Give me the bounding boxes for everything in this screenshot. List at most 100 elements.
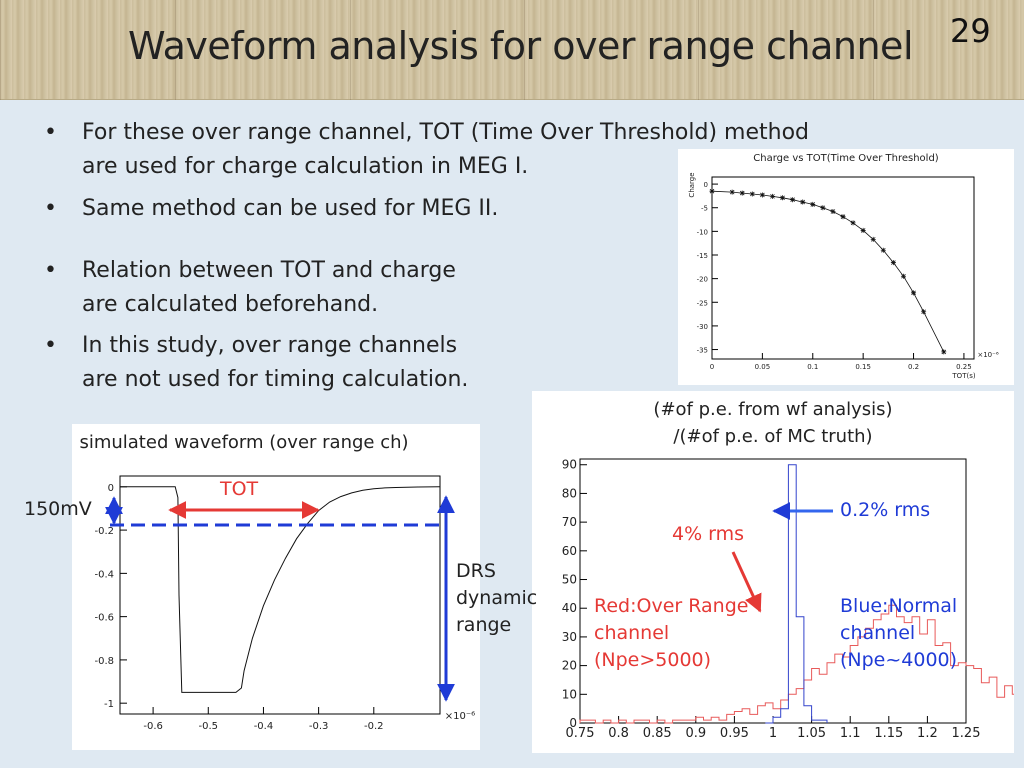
page-number: 29 (950, 12, 991, 50)
bullet-text: Relation between TOT and charge (82, 258, 456, 283)
drs-label-line1: DRS (456, 560, 496, 582)
data-point (840, 214, 846, 220)
x-tick-label: 1.25 (952, 726, 981, 741)
y-tick-label: -0.6 (94, 613, 114, 624)
waveform-line (120, 486, 441, 693)
y-tick-label: -30 (697, 323, 708, 331)
x-tick-label: 0.9 (685, 726, 706, 741)
blue-legend-line3: (Npe~4000) (840, 649, 958, 671)
ratio-caption-line2: /(#of p.e. of MC truth) (673, 426, 873, 447)
histogram-series-2 (765, 464, 828, 724)
histogram-series-1 (579, 604, 1024, 724)
x-tick-label: 0.05 (755, 363, 771, 371)
bullet-dot: • (44, 333, 57, 358)
y-tick-label: -0.2 (94, 526, 114, 537)
data-point (729, 189, 735, 195)
data-point (870, 236, 876, 242)
plot-frame (119, 475, 441, 715)
bullet-dot: • (44, 258, 57, 283)
x-tick-label: 0.8 (608, 726, 629, 741)
bullet-text: are not used for timing calculation. (82, 367, 469, 392)
y-axis-label: Charge (688, 172, 696, 197)
data-point (890, 260, 896, 266)
x-tick-label: 0.85 (643, 726, 672, 741)
bullet-dot: • (44, 120, 57, 145)
y-tick-label: -35 (697, 347, 708, 355)
bullet-text: In this study, over range channels (82, 333, 458, 358)
charge-vs-tot-panel: Charge vs TOT(Time Over Threshold) 0 0.05 0… (678, 149, 1014, 385)
charge-vs-tot-chart: Charge vs TOT(Time Over Threshold) 0 0.05 0… (688, 153, 999, 380)
data-point (911, 290, 917, 296)
plot-frame (711, 176, 975, 360)
x-tick-label: 1 (769, 726, 777, 741)
data-point (769, 193, 775, 199)
bullet-2: • Same method can be used for MEG II. (44, 192, 644, 228)
bullet-4: • In this study, over range channels are… (44, 329, 644, 399)
data-point (749, 191, 755, 197)
y-tick-label: 90 (562, 458, 577, 472)
chart-title: Charge vs TOT(Time Over Threshold) (753, 153, 939, 164)
data-point (860, 227, 866, 233)
data-point (739, 190, 745, 196)
data-point (941, 349, 947, 355)
drs-label-line2: dynamic (456, 587, 538, 609)
blue-legend-line2: channel (840, 622, 916, 644)
y-tick-label: -5 (701, 205, 708, 213)
x-multiplier-label: ×10⁻⁶ (445, 711, 475, 722)
ratio-histogram-chart: 0.75 0.8 0.85 0.9 0.95 1 1.05 1.1 1.15 1.2 1.25 0 10… (562, 458, 1024, 741)
data-point (810, 201, 816, 207)
red-legend-line2: channel (594, 622, 670, 644)
x-tick-label: 1.1 (840, 726, 861, 741)
x-tick-label: 0.95 (720, 726, 749, 741)
y-tick-label: 80 (562, 486, 577, 500)
data-point (790, 197, 796, 203)
slide-header: Waveform analysis for over range channel… (0, 0, 1024, 100)
y-tick-label: 0 (569, 716, 577, 730)
x-tick-label: 0 (710, 363, 714, 371)
x-tick-label: 1.2 (917, 726, 938, 741)
y-tick-label: 40 (562, 601, 577, 615)
tot-label: TOT (220, 478, 259, 500)
x-tick-label: -0.2 (364, 721, 384, 732)
waveform-chart: -0.6 -0.5 -0.4 -0.3 -0.2 0 -0.2 -0.4 -0.6 -0.8 -1 ×… (94, 475, 475, 732)
y-tick-label: 0 (704, 181, 708, 189)
slide-title: Waveform analysis for over range channel (128, 24, 914, 68)
x-tick-label: 0.2 (908, 363, 919, 371)
y-tick-label: -0.8 (94, 656, 114, 667)
y-tick-label: 70 (562, 515, 577, 529)
x-tick-label: -0.4 (254, 721, 274, 732)
data-point (880, 247, 886, 253)
series-line (711, 190, 945, 353)
x-tick-label: 0.15 (855, 363, 871, 371)
ratio-caption-line1: (#of p.e. from wf analysis) (653, 399, 893, 420)
y-tick-label: -1 (104, 699, 114, 710)
x-tick-label: -0.5 (199, 721, 219, 732)
x-tick-label: -0.3 (309, 721, 329, 732)
waveform-caption: simulated waveform (over range ch) (79, 432, 409, 453)
y-tick-label: -10 (697, 228, 708, 236)
bullet-text: For these over range channel, TOT (Time … (82, 120, 809, 145)
bullet-dot: • (44, 196, 57, 221)
y-tick-label: 20 (562, 659, 577, 673)
drs-label-line3: range (456, 614, 512, 636)
bullet-text: Same method can be used for MEG II. (82, 196, 499, 221)
x-axis-label: TOT(s) (951, 372, 975, 380)
y-tick-label: 10 (562, 687, 577, 701)
x-tick-label: 1.05 (797, 726, 826, 741)
blue-rms-label: 0.2% rms (840, 499, 931, 521)
data-point (780, 195, 786, 201)
x-multiplier-label: ×10⁻⁶ (977, 351, 998, 359)
bullet-3: • Relation between TOT and charge are ca… (44, 254, 644, 324)
x-tick-label: 0.1 (807, 363, 818, 371)
data-point (800, 199, 806, 205)
bullet-text: are calculated beforehand. (82, 292, 379, 317)
y-tick-label: -25 (697, 299, 708, 307)
data-point (820, 205, 826, 211)
red-rms-label: 4% rms (672, 523, 745, 545)
data-point (830, 209, 836, 215)
y-tick-label: 30 (562, 630, 577, 644)
data-point (759, 192, 765, 198)
data-point (709, 188, 715, 194)
data-point (900, 273, 906, 279)
y-tick-label: 50 (562, 573, 577, 587)
